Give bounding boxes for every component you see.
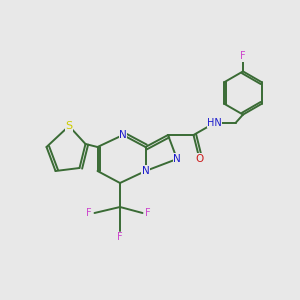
Text: F: F bbox=[145, 208, 151, 218]
Text: N: N bbox=[173, 154, 181, 164]
Text: N: N bbox=[142, 166, 149, 176]
Text: N: N bbox=[119, 130, 127, 140]
Text: F: F bbox=[240, 51, 246, 62]
Text: O: O bbox=[195, 154, 204, 164]
Text: F: F bbox=[117, 232, 123, 242]
Text: HN: HN bbox=[207, 118, 222, 128]
Text: F: F bbox=[86, 208, 92, 218]
Text: S: S bbox=[65, 121, 73, 131]
